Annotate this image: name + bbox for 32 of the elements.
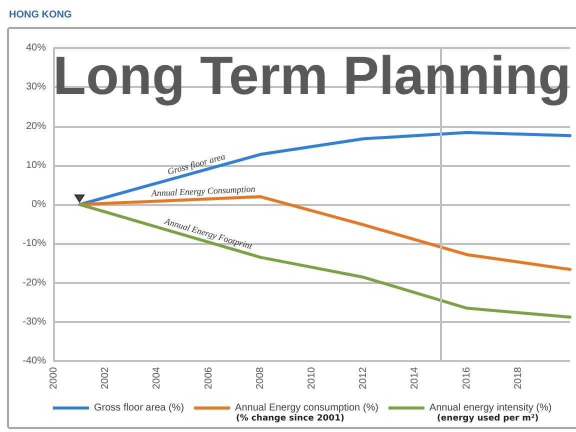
- line-series: [78, 195, 572, 271]
- x-tick-label: 2014: [410, 366, 421, 390]
- line-series: [78, 203, 572, 319]
- y-tick-label: 0%: [32, 199, 46, 210]
- x-tick-label: 2004: [152, 366, 163, 390]
- legend-label: Annual Energy consumption (%): [235, 402, 378, 414]
- y-tick-label: 40%: [26, 42, 46, 54]
- annotation: Gross floor area: [166, 151, 227, 177]
- y-tick-label: -30%: [22, 316, 46, 328]
- x-tick-label: 2008: [254, 366, 266, 390]
- x-tick-label: 2002: [100, 366, 112, 390]
- line-series: [78, 131, 572, 206]
- y-tick-label: -20%: [22, 277, 46, 288]
- x-tick-label: 2000: [48, 366, 60, 390]
- x-tick-label: 2006: [203, 366, 214, 390]
- legend-label: Gross floor area (%): [94, 402, 184, 414]
- y-tick-label: -10%: [22, 238, 46, 250]
- x-tick-label: 2010: [306, 366, 318, 390]
- y-tick-label: 20%: [26, 120, 46, 132]
- annotation: Annual Energy Footprint: [162, 216, 254, 252]
- chart-title: Long Term Planning: [53, 46, 571, 106]
- annotation: Annual Energy Consumption: [150, 184, 256, 198]
- x-tick-label: 2018: [512, 366, 524, 390]
- y-tick-label: 30%: [26, 82, 46, 93]
- x-tick-label: 2016: [461, 366, 472, 390]
- text: (energy used per m²): [437, 414, 539, 424]
- text: (% change since 2001): [236, 414, 344, 424]
- x-tick-label: 2012: [358, 366, 370, 390]
- y-tick-label: 10%: [26, 160, 46, 171]
- legend-label: Annual energy intensity (%): [429, 402, 552, 414]
- y-tick-label: -40%: [22, 356, 46, 366]
- chart-subtitle: HONG KONG: [9, 10, 72, 20]
